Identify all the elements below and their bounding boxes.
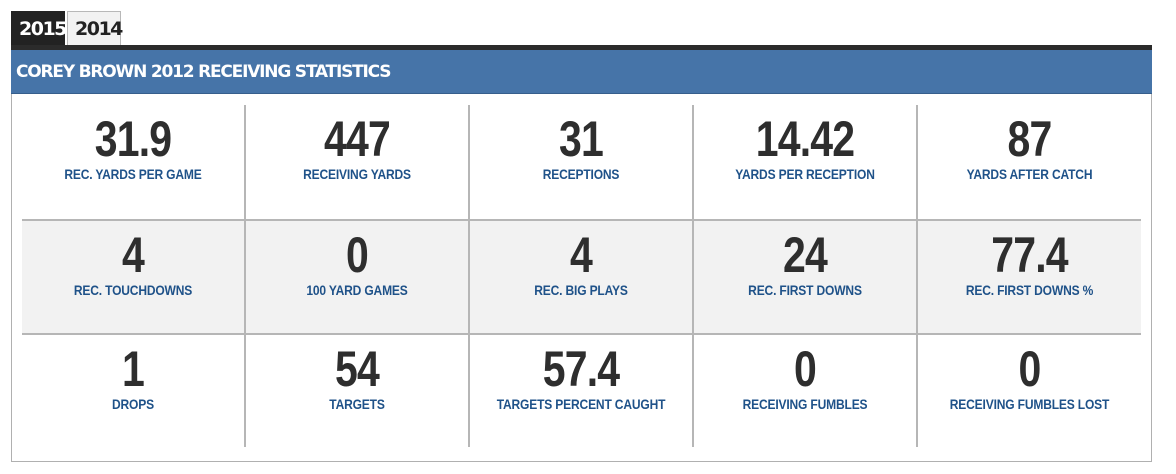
stat-cell: 54 TARGETS <box>246 335 470 447</box>
stat-label: 100 YARD GAMES <box>306 282 408 298</box>
stat-cell: 77.4 REC. FIRST DOWNS % <box>918 221 1141 333</box>
stats-grid: 31.9 REC. YARDS PER GAME 447 RECEIVING YAR… <box>22 105 1141 447</box>
stat-label: DROPS <box>112 396 154 412</box>
stat-value: 0 <box>794 341 817 397</box>
stat-value: 447 <box>324 111 391 167</box>
stat-label: REC. TOUCHDOWNS <box>73 282 193 298</box>
stat-value: 31 <box>559 111 604 167</box>
tab-2014[interactable]: 2014 <box>67 11 123 45</box>
stat-cell: 24 REC. FIRST DOWNS <box>694 221 918 333</box>
stat-label: RECEIVING YARDS <box>303 166 411 182</box>
stats-row: 31.9 REC. YARDS PER GAME 447 RECEIVING YAR… <box>22 105 1141 219</box>
season-tabs: 2015 2014 <box>11 11 123 45</box>
stat-cell: 31 RECEPTIONS <box>470 105 694 219</box>
stat-label: RECEIVING FUMBLES LOST <box>949 396 1110 412</box>
stats-header: COREY BROWN 2012 RECEIVING STATISTICS <box>11 50 1152 94</box>
stat-value: 0 <box>346 227 369 283</box>
stat-label: TARGETS <box>329 396 385 412</box>
stat-value: 31.9 <box>94 111 172 167</box>
stat-label: REC. FIRST DOWNS <box>748 282 862 298</box>
stats-row: 1 DROPS 54 TARGETS 57.4 TARGETS PERCENT CAU… <box>22 333 1141 447</box>
stat-value: 24 <box>783 227 828 283</box>
receiving-stats-panel: COREY BROWN 2012 RECEIVING STATISTICS 31… <box>11 45 1152 462</box>
stat-value: 1 <box>122 341 145 397</box>
stat-value: 77.4 <box>991 227 1068 283</box>
panel-top-bar <box>11 45 1152 50</box>
stats-title: COREY BROWN 2012 RECEIVING STATISTICS <box>16 62 391 82</box>
stat-label: YARDS AFTER CATCH <box>966 166 1093 182</box>
stat-value: 54 <box>335 341 380 397</box>
stat-label: RECEIVING FUMBLES <box>742 396 868 412</box>
stat-value: 0 <box>1018 341 1042 397</box>
stat-cell: 0 RECEIVING FUMBLES <box>694 335 918 447</box>
stat-cell: 87 YARDS AFTER CATCH <box>918 105 1141 219</box>
stat-label: REC. BIG PLAYS <box>534 282 628 298</box>
stat-cell: 1 DROPS <box>22 335 246 447</box>
stat-value: 4 <box>122 227 145 283</box>
stat-label: REC. YARDS PER GAME <box>64 166 202 182</box>
stat-value: 87 <box>1007 111 1053 167</box>
stat-label: REC. FIRST DOWNS % <box>965 282 1094 298</box>
stat-label: TARGETS PERCENT CAUGHT <box>496 396 666 412</box>
stats-row: 4 REC. TOUCHDOWNS 0 100 YARD GAMES 4 REC. B… <box>22 219 1141 333</box>
stat-cell: 57.4 TARGETS PERCENT CAUGHT <box>470 335 694 447</box>
stat-cell: 4 REC. BIG PLAYS <box>470 221 694 333</box>
stat-value: 14.42 <box>755 111 855 167</box>
stat-cell: 447 RECEIVING YARDS <box>246 105 470 219</box>
stat-cell: 31.9 REC. YARDS PER GAME <box>22 105 246 219</box>
stat-label: RECEPTIONS <box>542 166 620 182</box>
stat-cell: 14.42 YARDS PER RECEPTION <box>694 105 918 219</box>
tab-2015[interactable]: 2015 <box>11 11 67 45</box>
stat-cell: 0 100 YARD GAMES <box>246 221 470 333</box>
stat-label: YARDS PER RECEPTION <box>735 166 875 182</box>
stat-cell: 4 REC. TOUCHDOWNS <box>22 221 246 333</box>
stat-value: 4 <box>570 227 593 283</box>
stat-cell: 0 RECEIVING FUMBLES LOST <box>918 335 1141 447</box>
stat-value: 57.4 <box>542 341 620 397</box>
